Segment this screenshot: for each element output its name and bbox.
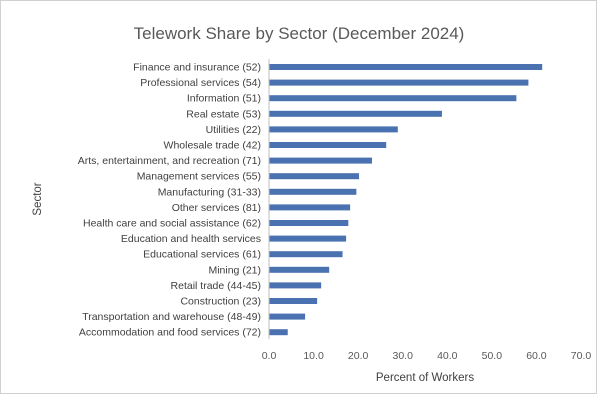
x-tick-labels: 0.0 10.0 20.0 30.0 40.0 50.0 60.0 70.0: [262, 350, 592, 362]
bar: [269, 95, 517, 102]
chart-title: Telework Share by Sector (December 2024): [134, 24, 465, 43]
category-label: Retail trade (44-45): [171, 280, 261, 292]
category-label: Transportation and warehouse (48-49): [82, 311, 261, 323]
bar: [269, 298, 318, 304]
category-label: Health care and social assistance (62): [83, 218, 261, 230]
bar: [269, 220, 349, 226]
x-axis-title: Percent of Workers: [376, 372, 474, 384]
category-label: Arts, entertainment, and recreation (71): [78, 155, 261, 167]
x-tick-label: 60.0: [526, 350, 547, 362]
category-label: Management services (55): [137, 171, 261, 183]
x-tick-label: 50.0: [482, 350, 503, 362]
x-tick-label: 70.0: [571, 350, 592, 362]
x-tick-label: 40.0: [437, 350, 458, 362]
x-tick-label: 10.0: [303, 350, 324, 362]
x-tick-label: 0.0: [262, 350, 277, 362]
bar: [269, 235, 347, 242]
bar: [269, 126, 398, 133]
bar: [269, 173, 360, 180]
category-labels: Finance and insurance (52) Professional s…: [78, 62, 261, 339]
y-axis-title: Sector: [32, 182, 44, 215]
bar: [269, 142, 387, 148]
category-label: Real estate (53): [186, 108, 261, 120]
category-label: Educational services (61): [143, 249, 261, 261]
bar: [269, 64, 543, 70]
bar: [269, 329, 288, 336]
category-label: Other services (81): [172, 202, 261, 214]
category-label: Manufacturing (31-33): [158, 186, 261, 198]
category-label: Wholesale trade (42): [164, 140, 261, 152]
bars-group: [269, 64, 543, 336]
x-tick-label: 20.0: [348, 350, 369, 362]
category-label: Information (51): [187, 93, 261, 105]
category-label: Education and health services: [121, 233, 261, 245]
category-label: Finance and insurance (52): [133, 62, 261, 74]
bar: [269, 79, 529, 86]
category-label: Utilities (22): [206, 124, 261, 136]
bar: [269, 204, 351, 211]
category-label: Construction (23): [180, 296, 261, 308]
x-tick-label: 30.0: [392, 350, 413, 362]
bar: [269, 266, 330, 273]
bar: [269, 110, 442, 117]
bar: [269, 282, 322, 289]
bar: [269, 188, 357, 195]
category-label: Accommodation and food services (72): [79, 327, 261, 339]
bar: [269, 157, 372, 164]
category-label: Professional services (54): [140, 77, 261, 89]
bar: [269, 251, 343, 258]
bar: [269, 313, 306, 320]
category-label: Mining (21): [208, 264, 261, 276]
